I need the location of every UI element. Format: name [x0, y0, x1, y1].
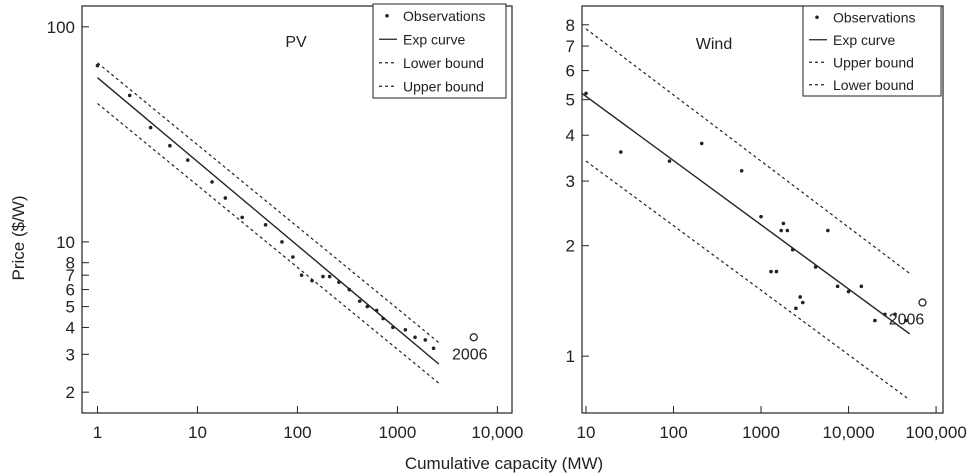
observation-point	[127, 93, 132, 98]
legend-label-upper-bound: Upper bound	[833, 54, 914, 70]
plot-frame	[581, 5, 944, 414]
x-tick-label: 1000	[379, 423, 417, 442]
observation-point	[357, 299, 362, 303]
y-tick-label: 4	[66, 318, 75, 337]
observation-point	[210, 180, 214, 184]
x-tick-label: 10,000	[823, 423, 875, 442]
observation-point	[280, 240, 284, 244]
observation-point	[798, 295, 802, 299]
y-tick-label: 4	[566, 126, 575, 145]
observation-point	[903, 318, 908, 323]
y-tick-label: 5	[66, 298, 75, 317]
y-tick-label: 2	[566, 237, 575, 256]
y-tick-label: 6	[566, 62, 575, 81]
observation-point	[785, 228, 790, 233]
y-tick-label: 10	[56, 233, 75, 252]
year-2006-label: 2006	[452, 346, 488, 363]
x-tick-label: 1	[93, 423, 102, 442]
lower-bound-line	[585, 160, 911, 401]
observation-point	[619, 150, 623, 154]
y-tick-label: 7	[66, 266, 75, 285]
legend: Observations Exp curve Upper bound Lower bo…	[802, 5, 942, 97]
observation-point	[667, 159, 672, 163]
observation-point	[95, 63, 100, 68]
observation-point	[148, 125, 153, 130]
observation-point	[413, 335, 417, 340]
observation-point	[781, 221, 786, 226]
observation-point	[223, 196, 228, 200]
legend-label-upper-bound: Upper bound	[403, 78, 484, 94]
observation-point	[794, 306, 798, 311]
y-tick-label: 3	[66, 345, 75, 364]
legend-label-exp-curve: Exp curve	[833, 32, 895, 48]
legend-swatch-dot	[815, 15, 819, 20]
observation-point	[826, 228, 830, 233]
observation-point	[800, 300, 805, 305]
observation-point	[739, 168, 744, 173]
observation-point	[699, 141, 704, 146]
observation-point	[769, 269, 773, 274]
observation-point	[185, 158, 190, 162]
legend-label-observations: Observations	[833, 9, 915, 25]
observation-point	[321, 274, 325, 279]
year-2006-marker	[469, 333, 478, 342]
x-tick-label: 100,000	[905, 423, 966, 442]
y-tick-label: 1	[566, 347, 575, 366]
observation-point	[846, 289, 851, 294]
y-tick-label: 100	[47, 18, 75, 37]
observation-point	[327, 274, 332, 279]
observation-point	[431, 346, 436, 351]
observation-point	[774, 269, 779, 274]
legend: Observations Exp curve Lower bound Upper bo…	[372, 3, 507, 99]
x-tick-label: 10	[188, 423, 207, 442]
x-tick-label: 100	[659, 423, 687, 442]
x-tick-label: 100	[283, 423, 311, 442]
x-tick-label: 10,000	[471, 423, 523, 442]
legend-label-observations: Observations	[403, 8, 485, 24]
legend-label-lower-bound: Lower bound	[833, 77, 914, 93]
x-tick-label: 1000	[742, 423, 780, 442]
lower-bound-line	[97, 103, 440, 384]
observation-point	[168, 143, 172, 148]
observation-point	[893, 312, 897, 317]
legend-swatch-dot	[385, 13, 389, 18]
observation-point	[299, 273, 304, 277]
legend-label-lower-bound: Lower bound	[403, 55, 484, 71]
x-axis-title: Cumulative capacity (MW)	[405, 454, 603, 473]
x-tick-label: 10	[577, 423, 596, 442]
observation-point	[291, 255, 295, 259]
observation-point	[584, 91, 588, 96]
y-tick-label: 3	[566, 172, 575, 191]
y-tick-label: 2	[66, 383, 75, 402]
y-tick-label: 8	[566, 16, 575, 35]
year-2006-label: 2006	[889, 312, 925, 329]
observation-point	[423, 338, 428, 342]
y-tick-label: 5	[566, 91, 575, 110]
legend-label-exp-curve: Exp curve	[403, 31, 465, 47]
observation-point	[859, 284, 864, 289]
observation-point	[263, 223, 268, 227]
upper-bound-line	[585, 28, 911, 274]
observation-point	[240, 215, 244, 220]
y-tick-label: 8	[66, 254, 75, 273]
panel-title: PV	[285, 34, 307, 51]
observation-point	[403, 327, 408, 332]
exp-curve-line	[97, 77, 440, 365]
observation-point	[835, 284, 840, 289]
legend-box	[802, 5, 942, 97]
upper-bound-line	[97, 62, 440, 344]
wind-panel: 10 100 1000 10,000 100,000 8 7 6 5 4 3 2 1 Wind 2006 Ob…	[566, 5, 967, 442]
y-tick-label: 6	[66, 281, 75, 300]
exp-curve-line	[581, 92, 911, 335]
observation-point	[873, 318, 877, 323]
y-tick-label: 7	[566, 37, 575, 56]
y-axis-title: Price ($/W)	[9, 196, 28, 281]
year-2006-marker	[918, 298, 927, 307]
panel-title: Wind	[696, 36, 732, 53]
legend-box	[372, 3, 507, 99]
observation-point	[779, 228, 784, 233]
observation-point	[759, 214, 763, 219]
